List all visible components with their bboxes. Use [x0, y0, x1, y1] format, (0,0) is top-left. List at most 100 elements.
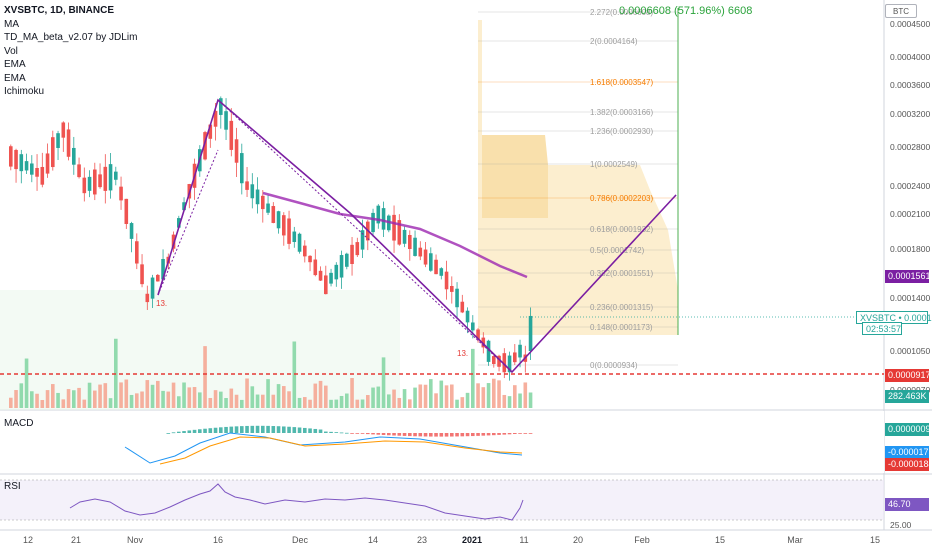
volume-bar — [261, 394, 265, 408]
macd-histogram-bar — [208, 428, 213, 433]
x-axis-tick: Mar — [787, 535, 803, 545]
candle-body — [87, 176, 92, 191]
macd-histogram-bar — [492, 433, 496, 436]
candle-body — [93, 169, 97, 195]
fib-level-label: 0.618(0.0001932) — [590, 225, 654, 234]
candle-body — [124, 198, 129, 225]
candle-body — [287, 218, 291, 244]
x-axis-tick: 21 — [70, 535, 82, 545]
volume-bar — [40, 399, 45, 408]
price-tick-label: 0.0002400 — [890, 181, 930, 191]
x-axis-tick: 20 — [572, 535, 584, 545]
volume-bar — [9, 397, 13, 408]
measure-label: 0.0006608 (571.96%) 6608 — [619, 5, 753, 17]
candle-body — [297, 233, 302, 252]
volume-bar — [297, 397, 302, 408]
x-axis-tick: 16 — [212, 535, 224, 545]
x-axis-tick: 12 — [22, 535, 34, 545]
candle-body — [481, 337, 486, 348]
volume-bar — [35, 393, 39, 408]
macd-histogram-bar — [376, 433, 381, 435]
candle-body — [234, 139, 239, 163]
volume-bar — [234, 394, 239, 408]
candle-body — [471, 322, 475, 331]
macd-histogram-bar — [192, 429, 197, 433]
macd-histogram-bar — [413, 433, 417, 437]
volume-bar — [381, 357, 386, 408]
macd-histogram-bar — [229, 426, 234, 433]
macd-histogram-bar — [371, 433, 375, 435]
candle-body — [271, 206, 276, 223]
volume-bar — [192, 387, 197, 408]
macd-histogram-bar — [318, 429, 323, 433]
candle-body — [140, 264, 144, 285]
macd-pane-label[interactable]: MACD — [4, 418, 34, 429]
candle-body — [61, 122, 66, 138]
macd-histogram-bar — [397, 433, 402, 436]
volume-bar — [66, 389, 71, 408]
candle-body — [408, 235, 412, 250]
symbol-title[interactable]: XVSBTC, 1D, BINANCE — [4, 5, 115, 16]
macd-histogram-bar — [513, 433, 517, 435]
price-tick-label: 0.0004000 — [890, 52, 930, 62]
macd-histogram-bar — [486, 433, 491, 436]
candle-body — [72, 147, 76, 165]
indicator-ichimoku[interactable]: Ichimoku — [4, 86, 45, 97]
x-axis-tick: 23 — [416, 535, 428, 545]
volume-bar — [98, 384, 102, 408]
candle-body — [402, 229, 407, 244]
volume-bar — [455, 399, 459, 408]
volume-bar — [271, 394, 276, 408]
candle-body — [350, 244, 354, 264]
macd-histogram-bar — [255, 425, 260, 433]
price-tick-label: 0.0001050 — [890, 346, 930, 356]
candle-body — [119, 186, 123, 201]
macd-histogram-bar — [177, 431, 181, 433]
rsi-pane-label[interactable]: RSI — [4, 481, 21, 492]
indicator-vol[interactable]: Vol — [4, 45, 18, 57]
candle-body — [339, 255, 344, 278]
candle-body — [177, 218, 181, 228]
volume-bar — [219, 391, 223, 408]
volume-bar — [87, 382, 92, 408]
macd-histogram-bar — [245, 425, 249, 433]
candle-body — [376, 205, 381, 224]
x-axis-tick: 15 — [869, 535, 881, 545]
candle-body — [114, 171, 118, 180]
candle-body — [77, 164, 81, 178]
price-tick-label: 25.00 — [890, 520, 912, 530]
macd-histogram-bar — [234, 426, 239, 433]
volume-bar — [56, 392, 60, 408]
macd-histogram-bar — [313, 428, 318, 433]
macd-histogram-bar — [392, 433, 396, 436]
candle-body — [476, 329, 480, 340]
indicator-ma[interactable]: MA — [4, 18, 19, 30]
macd-histogram-bar — [303, 427, 307, 433]
volume-bar — [161, 390, 165, 408]
candle-body — [145, 293, 150, 303]
price-tick-label: 0.0003200 — [890, 109, 930, 119]
candle-body — [240, 153, 244, 184]
macd-histogram-bar — [360, 433, 365, 434]
candle-body — [434, 259, 438, 275]
candle-body — [276, 211, 281, 229]
macd-histogram-bar — [292, 427, 297, 433]
indicator-td-ma[interactable]: TD_MA_beta_v2.07 by JDLim — [4, 32, 138, 43]
macd-histogram-bar — [450, 433, 454, 437]
candle-body — [182, 202, 186, 211]
volume-bar — [93, 390, 97, 408]
candle-body — [439, 268, 444, 276]
volume-bar — [282, 386, 286, 408]
indicator-ema-1[interactable]: EMA — [4, 59, 26, 70]
volume-bar — [14, 390, 18, 408]
indicator-ema-2[interactable]: EMA — [4, 72, 26, 84]
candle-body — [318, 270, 323, 281]
volume-bar — [492, 378, 496, 408]
currency-badge[interactable]: BTC — [885, 4, 917, 18]
volume-bar — [345, 393, 349, 408]
volume-bar — [198, 392, 202, 408]
macd-histogram-bar — [282, 426, 286, 433]
ichimoku-cloud-past — [0, 290, 400, 410]
volume-bar — [387, 394, 391, 408]
